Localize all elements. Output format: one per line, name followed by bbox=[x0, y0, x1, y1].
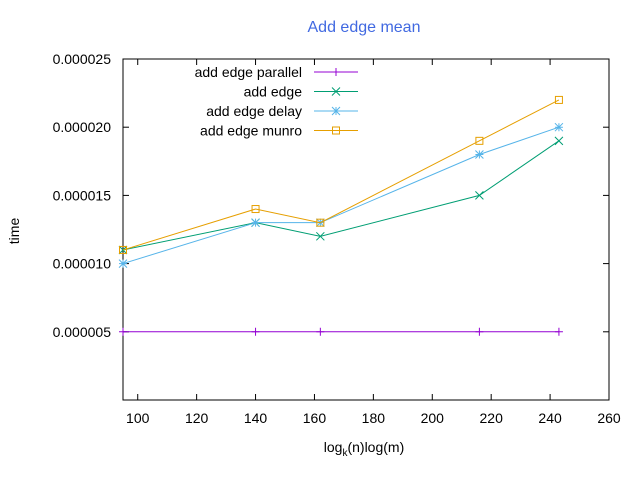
x-tick-label: 120 bbox=[185, 410, 209, 426]
data-point bbox=[119, 245, 127, 254]
legend-entry: add edge bbox=[244, 84, 358, 100]
data-point bbox=[554, 136, 564, 146]
legend-marker bbox=[332, 126, 340, 135]
data-point bbox=[119, 327, 127, 336]
legend-label: add edge delay bbox=[206, 103, 302, 119]
series-line bbox=[122, 99, 560, 251]
data-point bbox=[475, 150, 484, 159]
series-add-edge-munro bbox=[119, 95, 563, 254]
x-axis-label-rest: (n)log(m) bbox=[347, 439, 404, 455]
y-axis-label-group: time bbox=[6, 218, 22, 245]
series-line bbox=[122, 140, 560, 251]
data-point bbox=[475, 136, 484, 145]
series-layer bbox=[118, 95, 564, 336]
x-tick-label: 100 bbox=[126, 410, 150, 426]
x-axis-label: logk(n)log(m) bbox=[324, 439, 404, 459]
data-point bbox=[316, 218, 325, 227]
legend: add edge parallel add edge add edge delay a… bbox=[195, 64, 358, 139]
x-axis-label-subscript: k bbox=[342, 448, 348, 459]
data-point bbox=[251, 205, 260, 214]
data-point bbox=[554, 95, 563, 104]
legend-entry: add edge delay bbox=[206, 103, 358, 119]
x-tick-label: 240 bbox=[538, 410, 562, 426]
x-tick-label: 160 bbox=[303, 410, 327, 426]
x-tick-label: 220 bbox=[480, 410, 504, 426]
series-line bbox=[122, 126, 560, 265]
legend-label: add edge munro bbox=[200, 123, 302, 139]
x-ticks: 100 120 140 160 180 200 220 240 260 bbox=[126, 59, 621, 426]
legend-marker bbox=[331, 87, 341, 96]
x-tick-label: 260 bbox=[597, 410, 621, 426]
x-axis-label-main: log bbox=[324, 439, 343, 455]
y-ticks: 0.000005 0.000010 0.000015 0.000020 0.000025 bbox=[53, 51, 609, 340]
data-point bbox=[554, 327, 563, 336]
x-tick-label: 140 bbox=[244, 410, 268, 426]
data-point bbox=[475, 327, 484, 336]
y-tick-label: 0.000025 bbox=[53, 51, 112, 67]
data-point bbox=[251, 218, 260, 228]
series-add-edge bbox=[118, 136, 564, 255]
legend-entry: add edge munro bbox=[200, 123, 358, 139]
chart-title: Add edge mean bbox=[308, 19, 421, 36]
x-tick-label: 180 bbox=[362, 410, 386, 426]
legend-marker bbox=[331, 106, 341, 116]
series-add-edge-delay bbox=[118, 122, 564, 268]
data-point bbox=[251, 327, 260, 336]
data-point bbox=[475, 191, 484, 200]
data-point bbox=[118, 259, 128, 268]
y-tick-label: 0.000010 bbox=[53, 256, 112, 272]
data-point bbox=[554, 122, 564, 132]
plot-frame bbox=[122, 58, 610, 401]
legend-label: add edge parallel bbox=[195, 64, 302, 80]
y-tick-label: 0.000015 bbox=[53, 187, 112, 203]
data-point bbox=[315, 231, 325, 241]
y-tick-label: 0.000005 bbox=[53, 324, 112, 340]
series-add-edge-parallel bbox=[119, 327, 563, 336]
x-tick-label: 200 bbox=[421, 410, 445, 426]
legend-label: add edge bbox=[244, 84, 303, 100]
y-tick-label: 0.000020 bbox=[53, 119, 112, 135]
legend-marker bbox=[332, 68, 340, 76]
legend-entry: add edge parallel bbox=[195, 64, 358, 80]
data-point bbox=[316, 327, 325, 336]
y-axis-label: time bbox=[6, 218, 22, 245]
